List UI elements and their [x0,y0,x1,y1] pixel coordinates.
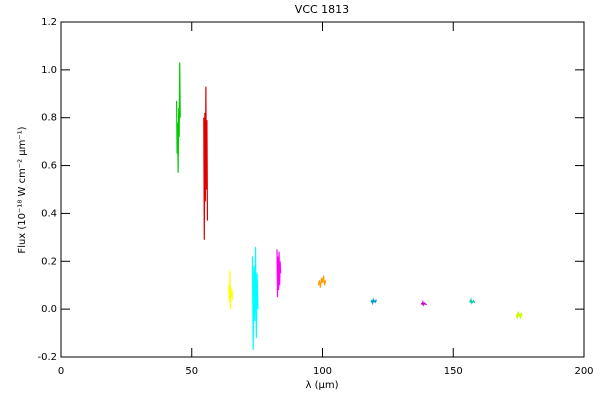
spectrum-line [317,275,327,288]
x-tick-label: 200 [574,366,593,377]
x-tick-label: 150 [444,366,463,377]
spectrum-line [276,249,282,298]
y-tick-label: 1.2 [41,17,57,28]
spectrum-line [251,246,259,350]
spectrum-line [203,86,209,240]
y-axis-label: Flux (10⁻¹⁸ W cm⁻² μm⁻¹) [17,126,28,253]
spectrum-line [370,297,377,306]
spectrum-line [175,62,181,173]
x-tick-label: 100 [313,366,332,377]
spectrum-line [228,270,234,310]
y-tick-label: 0.4 [41,208,57,219]
x-axis-label: λ (μm) [305,380,338,391]
y-tick-label: 0.2 [41,256,57,267]
chart-title: VCC 1813 [295,3,349,16]
y-tick-label: 0.0 [41,304,57,315]
y-tick-label: 0.8 [41,113,57,124]
y-tick-label: 0.6 [41,161,57,172]
x-tick-label: 0 [58,366,64,377]
spectrum-line [515,311,523,319]
y-tick-label: -0.2 [37,352,57,363]
x-tick-label: 50 [185,366,198,377]
spectrum-line [468,297,476,305]
spectrum-line [420,299,427,307]
y-tick-label: 1.0 [41,65,57,76]
